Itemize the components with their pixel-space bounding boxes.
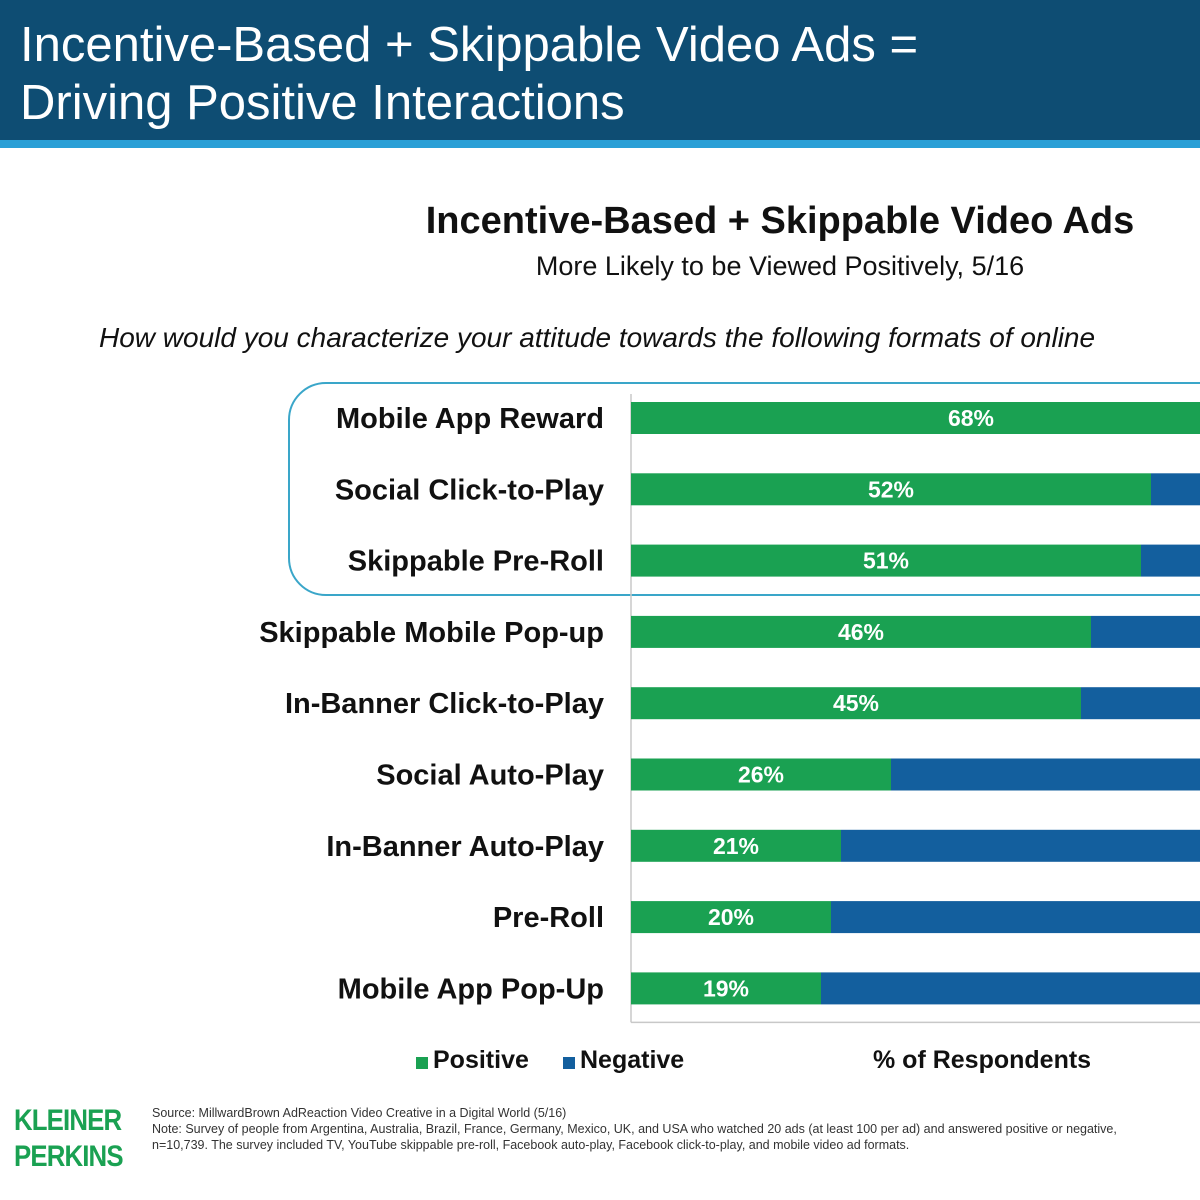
- category-label: In-Banner Auto-Play: [326, 831, 604, 863]
- legend-label-positive: Positive: [433, 1046, 529, 1074]
- bar-positive: [631, 615, 1091, 648]
- chart-subtitle: More Likely to be Viewed Positively, 5/1…: [535, 251, 1025, 281]
- legend-swatch-negative: [563, 1057, 575, 1069]
- data-label-positive: 52%: [868, 476, 914, 502]
- bar-negative: [841, 829, 1200, 862]
- category-label: Skippable Mobile Pop-up: [259, 617, 604, 649]
- data-label-positive: 68%: [948, 405, 994, 431]
- data-label-positive: 46%: [838, 619, 884, 645]
- bar-negative: [1141, 544, 1200, 577]
- category-label: Skippable Pre-Roll: [348, 546, 604, 578]
- logo-line-2: PERKINS: [14, 1140, 124, 1173]
- bar-positive: [631, 473, 1151, 506]
- slide-title: Incentive-Based + Skippable Video Ads = …: [20, 16, 918, 132]
- footnote: Source: MillwardBrown AdReaction Video C…: [152, 1105, 1152, 1153]
- chart-title: Incentive-Based + Skippable Video Ads: [425, 200, 1135, 242]
- category-label: Social Auto-Play: [376, 760, 604, 792]
- category-label: Mobile App Pop-Up: [338, 973, 604, 1005]
- legend-swatch-positive: [416, 1057, 428, 1069]
- bar-negative: [891, 758, 1200, 791]
- footnote-source: Source: MillwardBrown AdReaction Video C…: [152, 1106, 567, 1120]
- slide-title-line-1: Incentive-Based + Skippable Video Ads =: [20, 18, 919, 72]
- bar-negative: [821, 972, 1200, 1005]
- data-label-positive: 26%: [738, 762, 784, 788]
- data-label-positive: 51%: [863, 548, 909, 574]
- bar-positive: [631, 901, 831, 934]
- bar-negative: [1151, 473, 1200, 506]
- data-label-positive: 19%: [703, 975, 749, 1001]
- slide-header: Incentive-Based + Skippable Video Ads = …: [0, 0, 1200, 148]
- footnote-note: Note: Survey of people from Argentina, A…: [152, 1122, 1117, 1152]
- bar-positive: [631, 402, 1200, 434]
- data-label-positive: 45%: [833, 690, 879, 716]
- category-label: Pre-Roll: [493, 902, 604, 934]
- category-label: Social Click-to-Play: [335, 474, 604, 506]
- bar-positive: [631, 687, 1081, 720]
- bar-negative: [1081, 687, 1200, 720]
- axis-note: % of Respondents: [873, 1046, 1092, 1074]
- category-label: In-Banner Click-to-Play: [285, 688, 604, 720]
- legend-label-negative: Negative: [580, 1046, 685, 1074]
- data-label-positive: 21%: [713, 833, 759, 859]
- highlight-box: [288, 382, 1200, 596]
- logo-line-1: KLEINER: [14, 1104, 122, 1137]
- survey-question: How would you characterize your attitude…: [99, 322, 1096, 353]
- bar-positive: [631, 544, 1141, 577]
- slide-title-line-2: Driving Positive Interactions: [20, 76, 625, 130]
- category-label: Mobile App Reward: [336, 403, 604, 435]
- data-label-positive: 20%: [708, 904, 754, 930]
- bar-negative: [831, 901, 1200, 934]
- bar-positive: [631, 829, 841, 862]
- kleiner-perkins-logo: KLEINER PERKINS: [14, 1103, 124, 1175]
- bar-positive: [631, 972, 821, 1005]
- bar-negative: [1091, 615, 1200, 648]
- bar-positive: [631, 758, 891, 791]
